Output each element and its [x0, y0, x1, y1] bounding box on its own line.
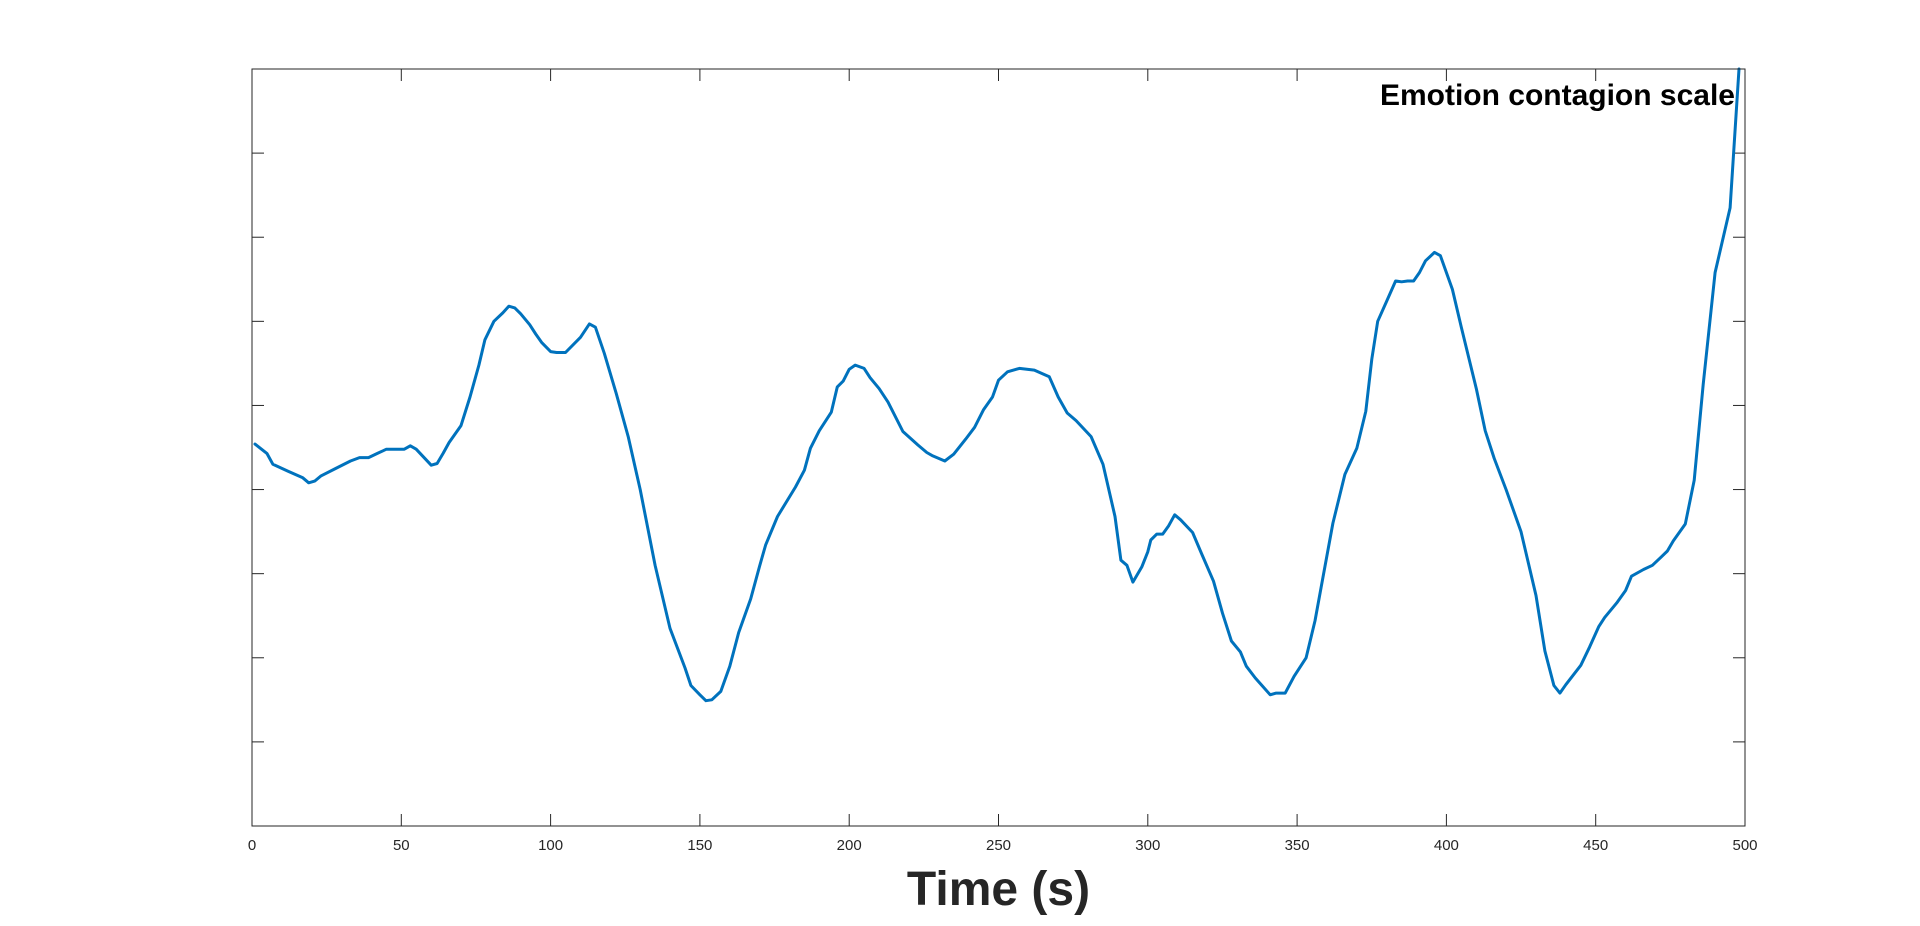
x-tick-label: 50	[393, 837, 410, 854]
x-tick-label: 400	[1434, 837, 1459, 854]
x-tick-label: 300	[1135, 837, 1160, 854]
series-layer	[253, 67, 1741, 703]
x-tick-label: 250	[986, 837, 1011, 854]
x-tick-label: 500	[1732, 837, 1757, 854]
x-axis-title: Time (s)	[907, 863, 1090, 916]
x-tick-label: 0	[248, 837, 256, 854]
legend-label: Emotion contagion scale	[1380, 79, 1735, 112]
x-tick-label: 200	[837, 837, 862, 854]
series-line	[253, 67, 1741, 703]
axes-box	[251, 68, 1746, 827]
x-tick-label: 100	[538, 837, 563, 854]
x-axis-tick-labels: 0 50 100 150 200 250 300 350 400 450 500	[248, 837, 1758, 854]
x-tick-label: 450	[1583, 837, 1608, 854]
x-tick-label: 350	[1285, 837, 1310, 854]
x-tick-label: 150	[687, 837, 712, 854]
